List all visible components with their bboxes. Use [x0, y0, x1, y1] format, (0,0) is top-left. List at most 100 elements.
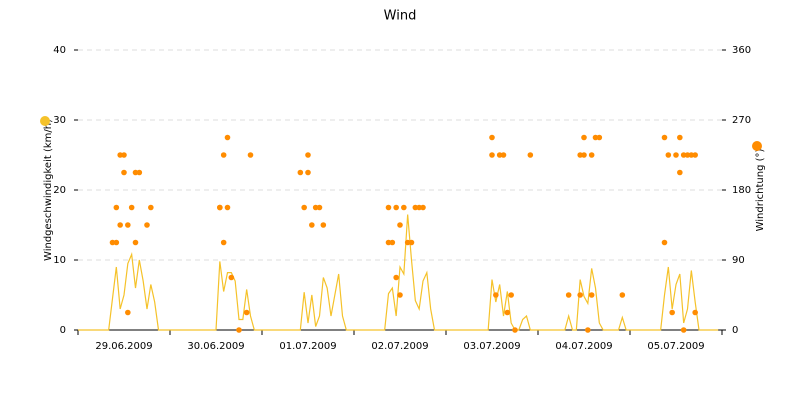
direction-point: [125, 222, 131, 228]
direction-point: [416, 204, 422, 211]
direction-point: [596, 134, 603, 141]
direction-point: [144, 222, 150, 228]
direction-point: [585, 327, 591, 333]
y-axis-label: Windgeschwindigkeit (km/h): [43, 119, 54, 261]
y-tick-label: 40: [53, 45, 66, 56]
direction-point: [577, 292, 583, 298]
y-tick-label: 10: [53, 255, 66, 266]
direction-point: [385, 204, 392, 211]
y-tick-label: 0: [60, 325, 66, 336]
y-tick-label: 30: [53, 115, 66, 126]
direction-point: [305, 152, 311, 158]
direction-point: [305, 169, 311, 176]
direction-point: [661, 239, 668, 246]
legend-marker: [752, 141, 762, 151]
direction-point: [592, 134, 599, 141]
x-tick-label: 29.06.2009: [95, 341, 152, 352]
direction-point: [117, 222, 123, 228]
direction-point: [677, 169, 683, 176]
direction-point: [673, 152, 679, 158]
direction-point: [588, 292, 595, 298]
direction-point: [489, 152, 495, 158]
direction-point: [496, 152, 503, 158]
y2-tick-label: 0: [732, 325, 738, 336]
direction-point: [316, 204, 323, 211]
direction-point: [148, 204, 154, 211]
direction-point: [393, 274, 399, 281]
y-tick-label: 20: [53, 185, 66, 196]
direction-point: [680, 327, 687, 333]
direction-point: [389, 239, 396, 246]
direction-point: [217, 204, 223, 211]
direction-point: [500, 152, 507, 158]
x-tick-label: 03.07.2009: [463, 341, 520, 352]
direction-point: [297, 169, 304, 176]
speed-line: [78, 214, 719, 331]
direction-point: [692, 309, 698, 316]
direction-point: [220, 239, 227, 246]
direction-point: [692, 152, 698, 158]
direction-point: [397, 292, 403, 298]
direction-point: [385, 239, 392, 246]
direction-point: [109, 239, 116, 246]
direction-point: [401, 204, 407, 211]
direction-point: [247, 152, 254, 158]
y2-tick-label: 180: [732, 185, 751, 196]
x-tick-label: 05.07.2009: [647, 341, 704, 352]
direction-point: [117, 152, 123, 158]
direction-point: [680, 152, 687, 158]
direction-point: [312, 204, 319, 211]
direction-point: [397, 222, 403, 228]
direction-point: [665, 152, 672, 158]
direction-point: [527, 152, 534, 158]
direction-point: [504, 309, 511, 316]
direction-point: [224, 134, 231, 141]
direction-point: [669, 309, 675, 316]
direction-point: [684, 152, 691, 158]
y2-tick-label: 270: [732, 115, 751, 126]
direction-point: [588, 152, 595, 158]
y2-tick-label: 90: [732, 255, 745, 266]
direction-point: [581, 134, 587, 141]
direction-point: [677, 134, 683, 141]
direction-point: [577, 152, 583, 158]
direction-point: [619, 292, 626, 298]
x-tick-label: 30.06.2009: [187, 341, 244, 352]
direction-point: [243, 309, 250, 316]
direction-point: [121, 152, 127, 158]
direction-point: [224, 204, 231, 211]
direction-point: [493, 292, 499, 298]
direction-point: [661, 134, 668, 141]
direction-point: [309, 222, 315, 228]
direction-point: [408, 239, 415, 246]
direction-point: [132, 169, 139, 176]
direction-point: [320, 222, 327, 228]
direction-point: [565, 292, 572, 298]
direction-point: [404, 239, 411, 246]
direction-point: [125, 309, 131, 316]
direction-point: [489, 134, 495, 141]
direction-point: [301, 204, 307, 211]
y2-tick-label: 360: [732, 45, 751, 56]
direction-point: [688, 152, 695, 158]
direction-point: [508, 292, 514, 298]
direction-point: [581, 152, 587, 158]
direction-point: [220, 152, 227, 158]
direction-point: [512, 327, 518, 333]
direction-point: [420, 204, 426, 211]
direction-point: [236, 327, 242, 333]
direction-point: [113, 239, 120, 246]
direction-point: [228, 274, 235, 281]
x-tick-label: 04.07.2009: [555, 341, 612, 352]
direction-point: [412, 204, 419, 211]
x-tick-label: 01.07.2009: [279, 341, 336, 352]
direction-point: [121, 169, 127, 176]
direction-point: [128, 204, 135, 211]
direction-point: [393, 204, 399, 211]
legend-marker: [40, 116, 50, 126]
y2-axis-label: Windrichtung (°): [755, 149, 766, 232]
x-tick-label: 02.07.2009: [371, 341, 428, 352]
direction-point: [132, 239, 139, 246]
direction-point: [136, 169, 143, 176]
